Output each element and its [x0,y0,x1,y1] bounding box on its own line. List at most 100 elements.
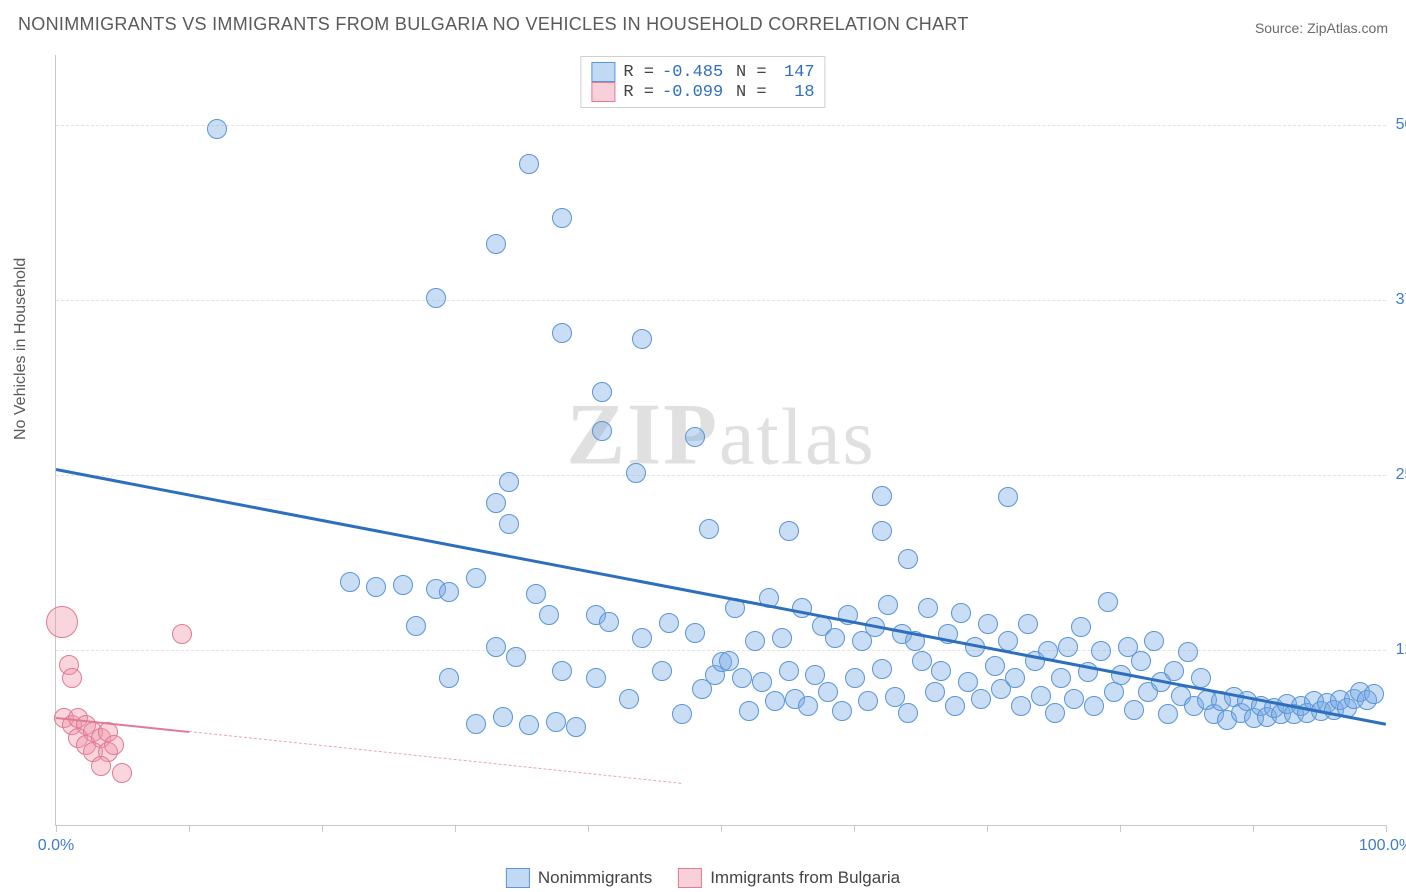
data-point [1064,689,1084,709]
x-tick [189,825,190,832]
data-point [1178,642,1198,662]
x-tick [322,825,323,832]
legend-r-label: R = [623,83,654,102]
data-point [526,584,546,604]
data-point [499,472,519,492]
data-point [626,463,646,483]
data-point [1071,617,1091,637]
x-tick [854,825,855,832]
data-point [652,661,672,681]
data-point [912,651,932,671]
data-point [858,691,878,711]
data-point [46,606,78,638]
data-point [1005,668,1025,688]
correlation-legend: R =-0.485N =147R =-0.099N =18 [580,56,825,108]
data-point [978,614,998,634]
data-point [599,612,619,632]
data-point [466,714,486,734]
data-point [1124,700,1144,720]
x-tick [1386,825,1387,832]
data-point [1031,686,1051,706]
gridline [56,125,1386,126]
data-point [552,323,572,343]
data-point [519,154,539,174]
data-point [1158,704,1178,724]
x-tick-label: 100.0% [1359,837,1406,855]
data-point [552,661,572,681]
data-point [1144,631,1164,651]
x-tick [1120,825,1121,832]
data-point [91,756,111,776]
legend-n-value: 147 [775,63,815,82]
data-point [699,519,719,539]
data-point [945,696,965,716]
data-point [493,707,513,727]
trend-line [189,731,681,784]
data-point [592,421,612,441]
data-point [685,427,705,447]
scatter-plot-area: ZIPatlas 12.5%25.0%37.5%50.0%0.0%100.0% [55,55,1386,826]
data-point [719,651,739,671]
series-legend-label: Nonimmigrants [538,868,652,888]
legend-swatch [591,82,615,102]
legend-n-label: N = [736,83,767,102]
y-tick-label: 50.0% [1391,116,1406,134]
trend-line [56,468,1387,726]
data-point [872,659,892,679]
data-point [486,493,506,513]
data-point [958,672,978,692]
data-point [519,715,539,735]
y-tick-label: 37.5% [1391,291,1406,309]
data-point [765,691,785,711]
gridline [56,475,1386,476]
y-tick-label: 12.5% [1391,641,1406,659]
data-point [779,661,799,681]
x-tick [987,825,988,832]
data-point [207,119,227,139]
legend-r-value: -0.485 [662,63,728,82]
data-point [586,668,606,688]
data-point [406,616,426,636]
data-point [998,487,1018,507]
series-legend-item: Nonimmigrants [506,868,652,888]
data-point [632,628,652,648]
data-point [878,595,898,615]
data-point [659,613,679,633]
data-point [439,582,459,602]
data-point [466,568,486,588]
data-point [739,701,759,721]
data-point [1098,592,1118,612]
legend-row: R =-0.485N =147 [591,62,814,82]
data-point [539,605,559,625]
data-point [104,735,124,755]
data-point [439,668,459,688]
data-point [898,549,918,569]
data-point [745,631,765,651]
y-axis-label: No Vehicles in Household [12,258,30,440]
data-point [951,603,971,623]
legend-swatch [678,868,702,888]
data-point [685,623,705,643]
data-point [1091,641,1111,661]
data-point [872,521,892,541]
data-point [985,656,1005,676]
chart-title: NONIMMIGRANTS VS IMMIGRANTS FROM BULGARI… [18,14,969,35]
legend-swatch [591,62,615,82]
x-tick [1253,825,1254,832]
data-point [872,486,892,506]
data-point [898,703,918,723]
data-point [798,696,818,716]
legend-swatch [506,868,530,888]
data-point [566,717,586,737]
legend-n-value: 18 [775,83,815,102]
x-tick [588,825,589,832]
data-point [1045,703,1065,723]
data-point [632,329,652,349]
source-name: ZipAtlas.com [1307,20,1388,36]
data-point [426,288,446,308]
data-point [772,628,792,648]
data-point [1084,696,1104,716]
series-legend-label: Immigrants from Bulgaria [710,868,900,888]
watermark: ZIPatlas [566,384,875,485]
data-point [752,672,772,692]
